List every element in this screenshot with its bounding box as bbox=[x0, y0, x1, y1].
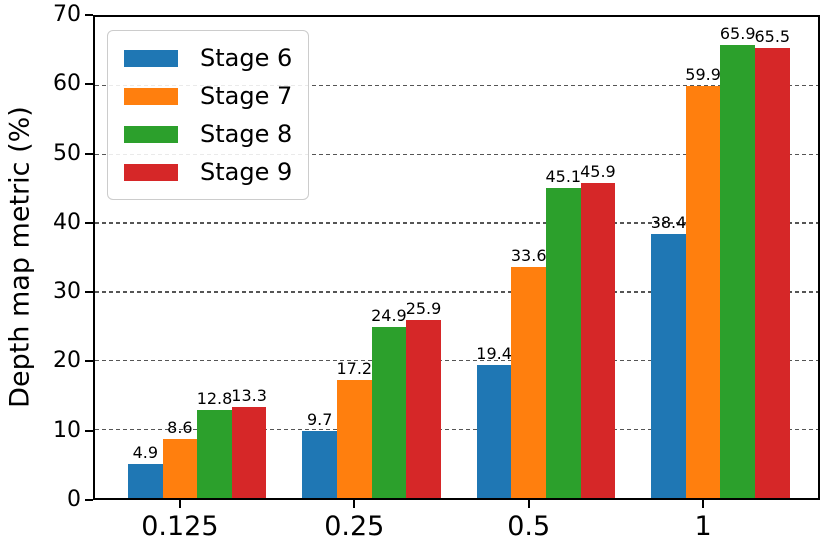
gridline-40 bbox=[95, 222, 818, 224]
y-tick-mark-40 bbox=[85, 221, 93, 224]
legend-swatch-stage-8 bbox=[124, 125, 178, 143]
bar-value-label-stage-6-x0_25: 9.7 bbox=[306, 410, 333, 430]
y-tick-mark-60 bbox=[85, 83, 93, 86]
y-tick-label-70: 70 bbox=[53, 2, 81, 27]
y-tick-mark-0 bbox=[85, 499, 93, 501]
legend: Stage 6 Stage 7 Stage 8 Stage 9 bbox=[107, 30, 310, 200]
y-tick-label-0: 0 bbox=[67, 487, 81, 512]
y-tick-mark-50 bbox=[85, 152, 93, 155]
bar-stage-7-x0_125 bbox=[162, 438, 198, 498]
bar-stage-7-x0_25 bbox=[337, 379, 372, 498]
gridline-30 bbox=[95, 291, 818, 293]
x-tick-label-0_25: 0.25 bbox=[324, 511, 385, 542]
x-tick-label-0_5: 0.5 bbox=[507, 511, 551, 542]
bar-value-label-stage-9-x1: 65.5 bbox=[754, 26, 791, 46]
bar-value-label-stage-9-x0_5: 45.9 bbox=[580, 161, 616, 181]
bar-value-label-stage-6-x1: 38.4 bbox=[650, 213, 687, 233]
bar-value-label-stage-6-x0_5: 19.4 bbox=[476, 343, 512, 363]
bar-stage-9-x0_125 bbox=[231, 406, 267, 498]
bar-value-label-stage-6-x0_125: 4.9 bbox=[132, 443, 159, 463]
bar-stage-8-x0_5 bbox=[546, 188, 581, 498]
bar-stage-6-x1 bbox=[651, 234, 686, 498]
bar-stage-6-x0_5 bbox=[476, 364, 512, 498]
bar-value-label-stage-8-x0_125: 12.8 bbox=[196, 389, 233, 409]
x-tick-mark-1 bbox=[702, 500, 705, 508]
gridline-20 bbox=[95, 359, 818, 362]
legend-label-stage-7: Stage 7 bbox=[200, 82, 293, 110]
x-tick-mark-0_125 bbox=[178, 500, 181, 508]
y-tick-mark-20 bbox=[85, 360, 93, 363]
legend-swatch-stage-9 bbox=[124, 163, 178, 181]
bar-stage-6-x0_25 bbox=[302, 431, 337, 498]
legend-swatch-stage-6 bbox=[124, 49, 178, 67]
y-tick-label-50: 50 bbox=[53, 140, 81, 166]
bar-value-label-stage-7-x0_5: 33.6 bbox=[510, 246, 547, 266]
legend-label-stage-9: Stage 9 bbox=[200, 158, 293, 186]
y-tick-mark-70 bbox=[85, 14, 93, 16]
y-tick-mark-30 bbox=[85, 291, 93, 294]
bar-stage-7-x1 bbox=[685, 86, 721, 498]
legend-item-stage-7: Stage 7 bbox=[124, 77, 292, 115]
bar-stage-9-x0_25 bbox=[406, 320, 441, 498]
legend-item-stage-6: Stage 6 bbox=[124, 39, 292, 77]
bar-stage-8-x0_125 bbox=[197, 410, 232, 498]
bar-value-label-stage-8-x0_5: 45.1 bbox=[545, 167, 582, 187]
x-tick-mark-0_5 bbox=[527, 500, 530, 508]
x-tick-label-1: 1 bbox=[694, 511, 712, 542]
bar-stage-9-x1 bbox=[755, 47, 790, 498]
legend-swatch-stage-7 bbox=[124, 87, 178, 105]
x-tick-label-0_125: 0.125 bbox=[141, 511, 219, 542]
gridline-50 bbox=[95, 153, 818, 156]
gridline-60 bbox=[95, 84, 818, 87]
bar-value-label-stage-7-x0_125: 8.6 bbox=[167, 417, 193, 437]
y-tick-label-10: 10 bbox=[53, 417, 81, 443]
bar-stage-8-x1 bbox=[720, 45, 755, 498]
bar-value-label-stage-7-x1: 59.9 bbox=[685, 65, 721, 85]
plot-area: Stage 6 Stage 7 Stage 8 Stage 9 4.9 9.7 19… bbox=[93, 15, 820, 500]
legend-item-stage-9: Stage 9 bbox=[124, 153, 292, 191]
legend-item-stage-8: Stage 8 bbox=[124, 115, 292, 153]
bar-stage-9-x0_5 bbox=[580, 182, 616, 498]
legend-label-stage-6: Stage 6 bbox=[200, 44, 293, 72]
y-tick-label-30: 30 bbox=[53, 279, 81, 305]
bar-value-label-stage-9-x0_25: 25.9 bbox=[405, 299, 442, 319]
bar-value-label-stage-7-x0_25: 17.2 bbox=[336, 358, 373, 378]
y-tick-label-20: 20 bbox=[53, 348, 81, 374]
x-tick-mark-0_25 bbox=[353, 500, 356, 508]
y-tick-mark-10 bbox=[85, 429, 93, 432]
legend-label-stage-8: Stage 8 bbox=[200, 120, 293, 148]
bar-stage-6-x0_125 bbox=[128, 464, 163, 498]
y-tick-label-60: 60 bbox=[53, 71, 81, 97]
bar-stage-7-x0_5 bbox=[511, 267, 546, 498]
bar-value-label-stage-8-x0_25: 24.9 bbox=[371, 305, 407, 325]
bar-value-label-stage-9-x0_125: 13.3 bbox=[231, 385, 267, 405]
bar-value-label-stage-8-x1: 65.9 bbox=[719, 24, 756, 44]
y-tick-label-40: 40 bbox=[53, 209, 81, 235]
bar-stage-8-x0_25 bbox=[371, 326, 407, 498]
gridline-10 bbox=[95, 428, 818, 431]
